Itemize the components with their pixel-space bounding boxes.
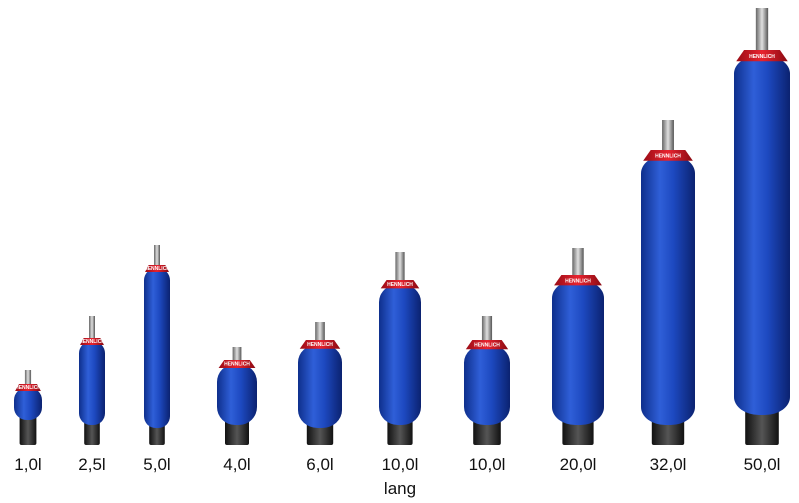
- item-label: 2,5l: [78, 455, 105, 474]
- cap: [643, 150, 693, 161]
- base: [149, 422, 165, 445]
- body: [217, 364, 257, 425]
- brand-mark: HENNLICH: [749, 54, 775, 60]
- stem: [154, 245, 160, 265]
- base: [84, 419, 100, 445]
- cap: [218, 360, 256, 368]
- brand-mark: HENNLICH: [655, 154, 681, 160]
- stem: [395, 252, 405, 280]
- cap: [554, 275, 602, 286]
- cap: [736, 50, 788, 62]
- body: [379, 284, 421, 425]
- stem: [89, 316, 95, 338]
- cap: [145, 265, 169, 272]
- brand-mark: HENNLICH: [224, 362, 250, 368]
- body: [298, 344, 342, 428]
- item-label: 32,0l: [650, 455, 687, 474]
- body: [14, 387, 42, 420]
- brand-mark: HENNLICH: [387, 282, 413, 288]
- body: [552, 280, 604, 425]
- item-label: 20,0l: [560, 455, 597, 474]
- base: [651, 419, 685, 445]
- brand-mark: HENNLICH: [565, 278, 591, 284]
- body: [464, 344, 510, 425]
- item-label: 50,0l: [744, 455, 781, 474]
- stem: [315, 322, 325, 340]
- stem: [24, 370, 32, 384]
- base: [19, 414, 37, 445]
- stem: [232, 347, 242, 360]
- item-note: lang: [384, 479, 416, 498]
- brand-mark: HENNLICH: [15, 385, 41, 391]
- brand-mark: HENNLICH: [474, 342, 500, 348]
- body: [641, 155, 695, 425]
- cap: [299, 340, 341, 349]
- cap: [380, 280, 420, 289]
- base: [745, 409, 779, 445]
- item-label: 5,0l: [143, 455, 170, 474]
- base: [387, 419, 413, 445]
- item-label: 10,0l: [382, 455, 419, 474]
- item-label: 4,0l: [223, 455, 250, 474]
- brand-mark: HENNLICH: [307, 342, 333, 348]
- item-label: 10,0l: [469, 455, 506, 474]
- base: [562, 419, 594, 445]
- base: [225, 419, 249, 445]
- stem: [481, 316, 493, 340]
- cap: [465, 340, 509, 350]
- cap: [80, 338, 104, 345]
- body: [734, 55, 790, 415]
- item-label: 1,0l: [14, 455, 41, 474]
- body: [144, 268, 170, 428]
- stem: [662, 120, 674, 150]
- stem: [572, 248, 584, 275]
- base: [473, 419, 501, 445]
- item-label: 6,0l: [306, 455, 333, 474]
- cap: [15, 384, 41, 391]
- stem: [755, 8, 769, 50]
- body: [79, 341, 105, 425]
- brand-mark: HENNLICH: [144, 266, 170, 272]
- brand-mark: HENNLICH: [79, 339, 105, 345]
- base: [306, 422, 334, 445]
